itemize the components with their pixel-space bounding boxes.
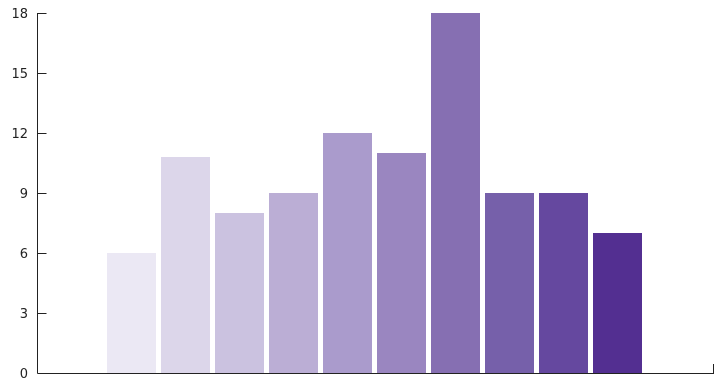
bar: [107, 253, 156, 373]
bar: [269, 193, 318, 373]
bars: [107, 13, 642, 373]
y-tick-label: 9: [20, 187, 28, 202]
y-tick-label: 0: [20, 367, 28, 378]
y-tick-label: 12: [11, 127, 28, 142]
y-tick-label: 18: [11, 7, 28, 22]
bar: [377, 153, 426, 373]
bar: [593, 233, 642, 373]
y-tick-label: 15: [11, 67, 28, 82]
y-tick-label: 3: [20, 307, 28, 322]
bar: [215, 213, 264, 373]
bar: [539, 193, 588, 373]
y-axis: 0 3 6 9 12 15 18: [11, 7, 47, 378]
bar: [323, 133, 372, 373]
bar: [161, 157, 210, 373]
x-axis: [37, 364, 714, 374]
bar: [431, 13, 480, 373]
bar: [485, 193, 534, 373]
y-tick-label: 6: [20, 247, 28, 262]
